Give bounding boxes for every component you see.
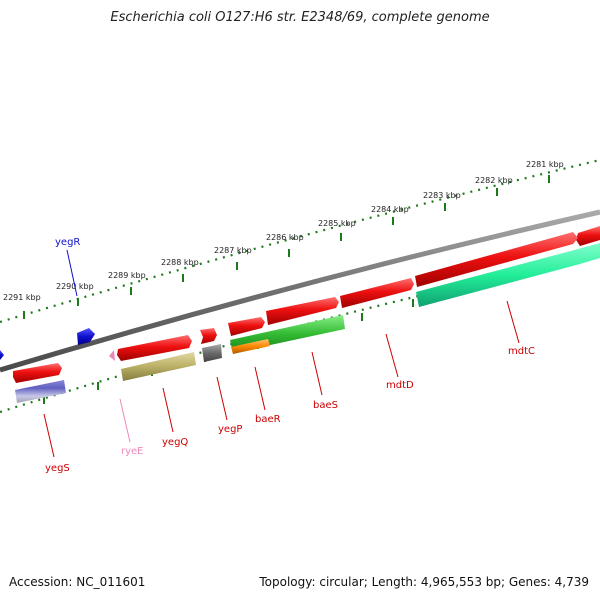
gene-arrow (576, 226, 600, 246)
tick-label: 2289 kbp (108, 271, 146, 280)
reverse-genes (0, 243, 600, 403)
gene-ryeE (109, 350, 115, 361)
accession-text: Accession: NC_011601 (9, 575, 146, 589)
tick-label: 2282 kbp (475, 176, 513, 185)
label-leaders (43, 249, 520, 458)
gene-label-yegS: yegS (45, 463, 70, 474)
tick-label: 2281 kbp (526, 160, 564, 169)
gene-arrow (13, 363, 62, 383)
tick-label: 2284 kbp (371, 205, 409, 214)
gene-label-baeR: baeR (255, 414, 281, 425)
gene-label-yegQ: yegQ (162, 437, 188, 448)
gene-label-yegP: yegP (218, 424, 242, 435)
gene-yegQ (121, 352, 196, 381)
gene-label-baeS: baeS (313, 400, 338, 411)
gene-yegS (15, 380, 66, 403)
gene-label-ryeE: ryeE (121, 446, 144, 457)
tick-label: 2283 kbp (423, 191, 461, 200)
tick-label: 2287 kbp (214, 246, 252, 255)
gene-yegR (77, 328, 95, 345)
gene-label-mdtD: mdtD (386, 380, 414, 391)
genome-backbone (0, 209, 600, 373)
gene-mdtC (416, 243, 600, 307)
gene-label-mdtC: mdtC (508, 346, 535, 357)
gene-yegP (202, 344, 222, 362)
gene-arrow (200, 328, 217, 344)
gene-edge (0, 350, 4, 360)
tick-label: 2288 kbp (161, 258, 199, 267)
gene-baeR (231, 339, 270, 354)
tick-label: 2286 kbp (266, 233, 304, 242)
tick-label: 2285 kbp (318, 219, 356, 228)
gene-arrow (117, 335, 192, 361)
gene-arrow (415, 232, 578, 287)
genome-summary: Topology: circular; Length: 4,965,553 bp… (259, 575, 589, 589)
forward-genes (13, 226, 600, 383)
tick-label: 2291 kbp (3, 293, 41, 302)
gene-arrow (340, 278, 414, 308)
gene-arrow (228, 317, 265, 336)
gene-arrow (266, 297, 339, 325)
outer-major-ticks (23, 175, 550, 319)
gene-label-yegR: yegR (55, 237, 80, 248)
map-title: Escherichia coli O127:H6 str. E2348/69, … (110, 10, 490, 25)
